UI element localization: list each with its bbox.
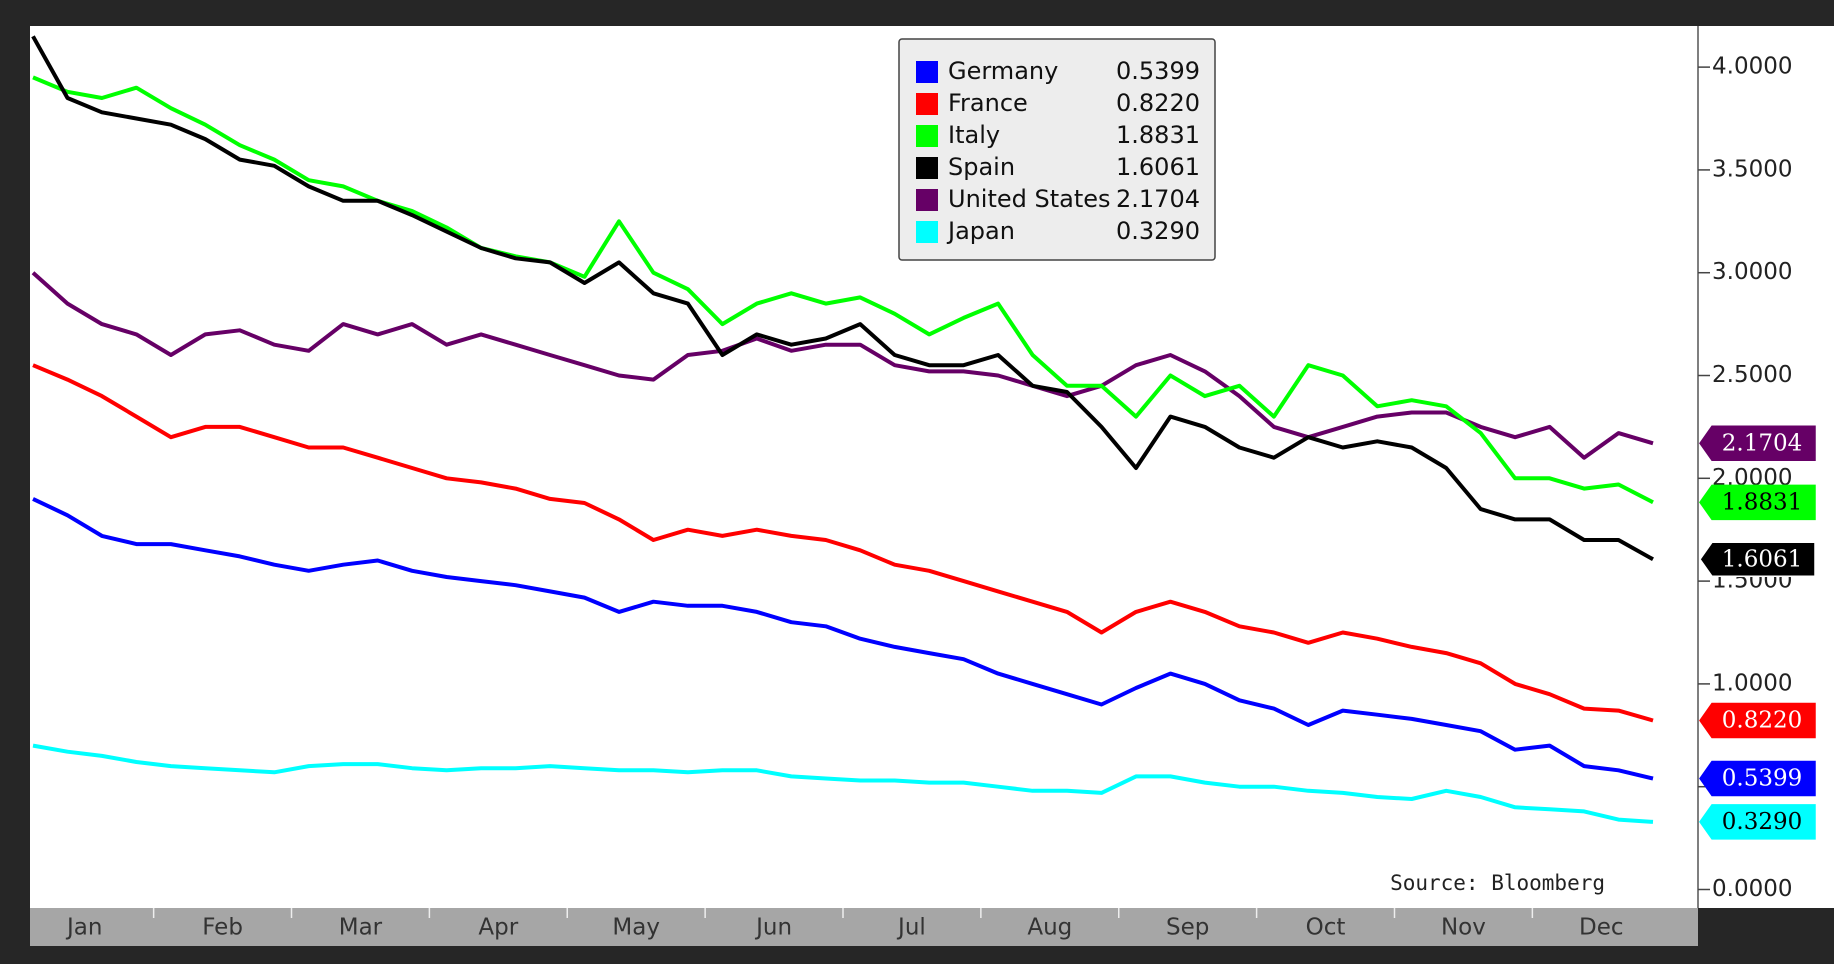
last-value-label: 1.6061 xyxy=(1722,546,1802,572)
last-value-label: 0.8220 xyxy=(1722,707,1802,733)
x-axis-strip xyxy=(30,908,1698,946)
legend-name: Italy xyxy=(948,121,1000,149)
legend-name: Japan xyxy=(946,217,1015,245)
y-tick-label: 1.0000 xyxy=(1712,670,1792,696)
y-tick-label: 4.0000 xyxy=(1712,54,1792,80)
series-line xyxy=(31,271,1654,460)
x-tick-label: Jun xyxy=(754,915,792,941)
last-value-label: 1.8831 xyxy=(1722,489,1802,515)
legend-box xyxy=(898,38,1216,261)
legend-swatch xyxy=(916,61,938,83)
legend-name: France xyxy=(948,89,1028,117)
x-tick-label: Jul xyxy=(896,915,926,941)
series-line xyxy=(31,35,1654,562)
last-value-tag xyxy=(1699,702,1816,739)
last-value-tag xyxy=(1699,541,1816,578)
legend-name: United States xyxy=(948,185,1111,213)
series-line xyxy=(32,743,1654,824)
legend-value: 0.8220 xyxy=(1116,89,1200,117)
legend-value: 0.3290 xyxy=(1116,217,1200,245)
last-value-tag xyxy=(1699,760,1816,797)
legend-value: 1.6061 xyxy=(1116,153,1200,181)
y-tick-label: 3.0000 xyxy=(1712,259,1792,285)
x-tick-label: Jan xyxy=(65,915,102,941)
x-tick-label: Nov xyxy=(1441,915,1486,941)
x-tick-label: Oct xyxy=(1306,915,1346,941)
x-tick-label: Sep xyxy=(1166,915,1209,941)
legend-swatch xyxy=(916,157,938,179)
last-value-tag xyxy=(1699,425,1816,462)
y-tick-label: 3.5000 xyxy=(1712,156,1792,182)
series-line xyxy=(32,75,1654,505)
x-tick-label: Mar xyxy=(339,915,383,941)
last-value-label: 0.5399 xyxy=(1722,765,1802,791)
legend-swatch xyxy=(916,93,938,115)
plot-area xyxy=(30,26,1698,908)
legend-swatch xyxy=(916,221,938,243)
legend-name: Germany xyxy=(948,57,1058,85)
series-line xyxy=(32,497,1654,781)
y-tick-label: 0.0000 xyxy=(1712,876,1792,902)
source-note: Source: Bloomberg xyxy=(1390,871,1605,895)
series-line xyxy=(32,363,1654,723)
x-tick-label: Aug xyxy=(1027,915,1072,941)
legend-swatch xyxy=(916,189,938,211)
last-value-label: 0.3290 xyxy=(1722,809,1802,835)
x-tick-label: May xyxy=(612,915,660,941)
legend-swatch xyxy=(916,125,938,147)
last-value-tag xyxy=(1699,804,1816,840)
legend-name: Spain xyxy=(948,153,1015,181)
last-value-label: 2.1704 xyxy=(1722,430,1802,456)
legend-value: 2.1704 xyxy=(1116,185,1200,213)
last-value-tag xyxy=(1699,484,1816,521)
x-tick-label: Apr xyxy=(478,915,518,941)
legend: Germany 0.5399 France 0.8220 Italy 1.8831 Spai… xyxy=(898,38,1216,261)
x-tick-label: Feb xyxy=(202,915,243,941)
x-tick-label: Dec xyxy=(1579,915,1624,941)
legend-value: 1.8831 xyxy=(1116,121,1200,149)
y-tick-label: 2.5000 xyxy=(1712,362,1792,388)
legend-value: 0.5399 xyxy=(1116,57,1200,85)
